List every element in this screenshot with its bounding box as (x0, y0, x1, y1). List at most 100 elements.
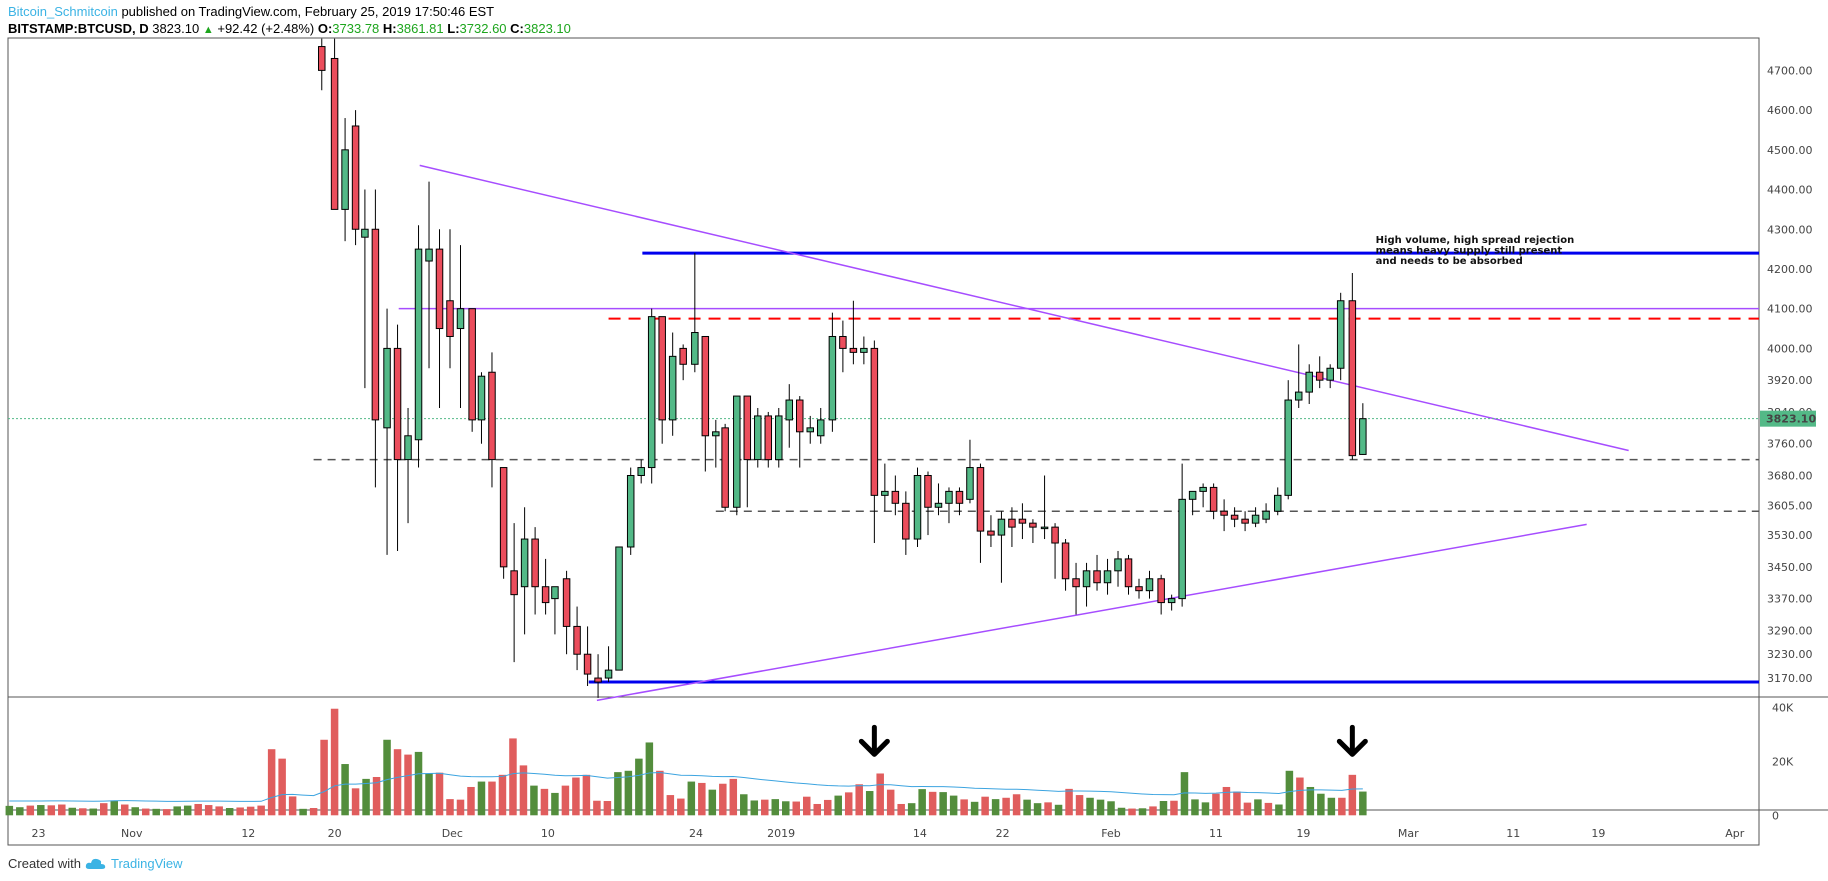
last-price: 3823.10 (152, 21, 200, 36)
price-change: +92.42 (+2.48%) (217, 21, 315, 36)
author-link[interactable]: Bitcoin_Schmitcoin (8, 4, 118, 19)
candle-body (531, 538, 539, 588)
volume-bar (110, 800, 118, 816)
time-tick-label: 22 (996, 827, 1010, 840)
price-tick-label: 3530.00 (1767, 529, 1813, 542)
symbol-name[interactable]: BITSTAMP:BTCUSD, D (8, 21, 149, 36)
volume-bar (204, 805, 213, 816)
descending-trendline (419, 164, 1629, 452)
tradingview-brand[interactable]: TradingView (110, 856, 183, 871)
candle-body (1157, 578, 1165, 604)
volume-bar (246, 806, 255, 816)
candle-body (1273, 494, 1282, 512)
volume-bar (771, 799, 780, 816)
volume-bar (939, 792, 947, 816)
candle-body (828, 335, 837, 421)
time-tick-label: Mar (1398, 827, 1419, 840)
candle-body (435, 248, 444, 330)
arrow-head (858, 738, 890, 757)
time-tick-label: 11 (1506, 827, 1520, 840)
volume-bar (970, 801, 979, 816)
price-tick-label: 3170.00 (1767, 672, 1813, 685)
time-tick-label: 23 (31, 827, 45, 840)
candle-body (1209, 486, 1218, 512)
volume-bar (656, 770, 664, 816)
candle-body (945, 490, 953, 504)
volume-bar (792, 801, 801, 816)
volume-bar (89, 808, 98, 816)
volume-bar (1285, 770, 1294, 816)
volume-bar (551, 792, 559, 816)
candle-body (1082, 570, 1091, 588)
volume-bar (1054, 804, 1063, 816)
volume-tick-label: 40K (1772, 701, 1794, 714)
price-tick-label: 4600.00 (1767, 104, 1813, 117)
candle-body (987, 530, 995, 536)
candle-body (806, 427, 814, 433)
down-arrow-icon (858, 724, 890, 757)
volume-bar (981, 796, 989, 816)
volume-bar (1201, 802, 1210, 816)
volume-bar (288, 796, 297, 816)
volume-bar (162, 809, 171, 816)
open-value: 3733.78 (332, 21, 380, 36)
time-tick-label: Dec (442, 827, 463, 840)
open-label: O: (317, 21, 333, 36)
candle-body (1061, 542, 1070, 580)
candle-body (1315, 371, 1324, 381)
price-tick-label: 4400.00 (1767, 184, 1813, 197)
candle-body (849, 347, 858, 353)
price-tick-label: 4700.00 (1767, 64, 1813, 77)
volume-bar (687, 781, 696, 816)
volume-bar (341, 764, 349, 816)
volume-bar (278, 758, 286, 816)
candle-body (425, 248, 433, 262)
volume-bar (299, 808, 307, 816)
candle-body (637, 467, 645, 476)
volume-bar (1002, 797, 1010, 816)
candle-body (510, 570, 518, 596)
candle-body (976, 467, 985, 532)
volume-bar (225, 808, 234, 816)
price-tick-label: 4200.00 (1767, 263, 1813, 276)
candle-body (743, 395, 752, 461)
volume-bar (1159, 801, 1168, 816)
volume-bar (782, 801, 790, 816)
candle-body (1145, 578, 1154, 592)
candle-body (1072, 578, 1080, 588)
volume-bar (477, 781, 486, 816)
price-tick-label: 4100.00 (1767, 303, 1813, 316)
time-tick-label: 11 (1209, 827, 1223, 840)
candle-body (562, 578, 571, 627)
price-tick-label: 3290.00 (1767, 624, 1813, 637)
candle-body (1305, 371, 1313, 393)
annotation-line: and needs to be absorbed (1376, 256, 1523, 267)
volume-bar (1275, 804, 1283, 816)
candle-body (404, 435, 412, 461)
volume-bar (1086, 797, 1094, 816)
candle-body (1220, 510, 1228, 516)
volume-bar (865, 791, 874, 816)
candle-body (1124, 558, 1133, 588)
candle-body (934, 502, 943, 508)
volume-bar (519, 765, 528, 816)
close-value: 3823.10 (523, 21, 571, 36)
volume-bar (141, 808, 150, 816)
candle-body (414, 248, 423, 441)
candle-body (966, 467, 974, 500)
symbol-legend: BITSTAMP:BTCUSD, D 3823.10 ▲ +92.42 (+2.… (8, 21, 571, 36)
volume-bar (1044, 802, 1052, 816)
volume-bar (351, 788, 360, 816)
volume-bar (624, 770, 633, 816)
volume-bar (1306, 786, 1315, 816)
annotation-line: means heavy supply still present (1376, 245, 1563, 256)
volume-tick-label: 20K (1772, 755, 1794, 768)
high-label: H: (382, 21, 397, 36)
volume-bar (1033, 803, 1042, 816)
price-tick-label: 4500.00 (1767, 144, 1813, 157)
candle-body (881, 490, 889, 496)
volume-bar (802, 796, 811, 816)
volume-bar (928, 791, 937, 816)
volume-bar (435, 772, 444, 816)
